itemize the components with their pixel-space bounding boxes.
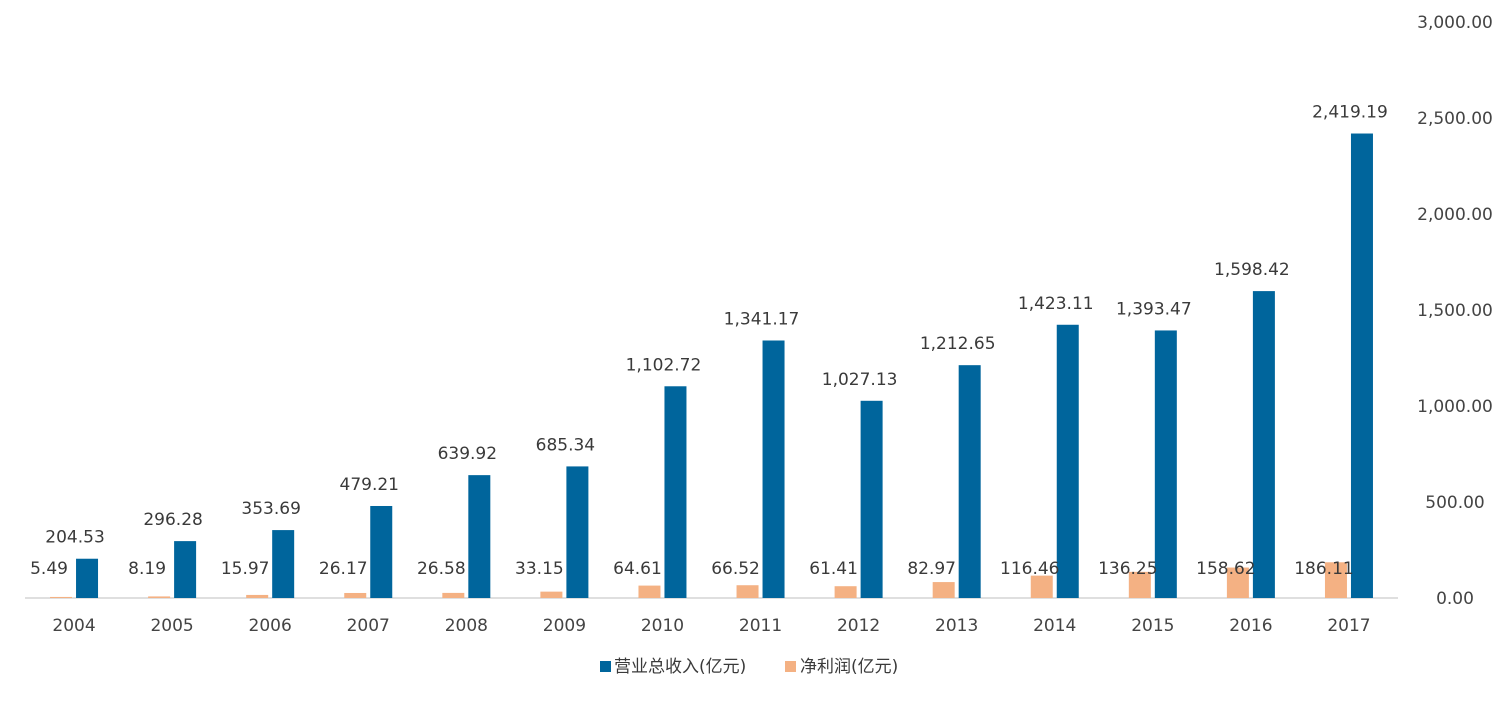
data-label-revenue: 296.28	[143, 510, 202, 530]
x-tick-label: 2011	[739, 616, 782, 636]
bar-revenue	[1351, 134, 1373, 598]
data-label-net-profit: 186.11	[1294, 559, 1353, 579]
bar-revenue	[566, 466, 588, 598]
legend-swatch-revenue	[600, 661, 611, 672]
y-tick-label: 500.00	[1425, 493, 1484, 513]
y-tick-label: 2,500.00	[1417, 109, 1493, 129]
data-label-net-profit: 26.58	[417, 559, 466, 579]
bar-revenue	[664, 386, 686, 598]
data-label-net-profit: 8.19	[128, 559, 166, 579]
bar-revenue	[1057, 325, 1079, 598]
data-label-revenue: 1,027.13	[822, 370, 898, 390]
data-label-net-profit: 26.17	[319, 559, 368, 579]
data-label-net-profit: 33.15	[515, 559, 564, 579]
data-label-net-profit: 136.25	[1098, 559, 1157, 579]
bar-revenue	[861, 401, 883, 598]
legend-label-revenue: 营业总收入(亿元)	[614, 657, 746, 677]
bars	[50, 134, 1373, 598]
x-tick-label: 2012	[837, 616, 880, 636]
data-label-net-profit: 15.97	[221, 559, 270, 579]
data-label-revenue: 204.53	[45, 528, 104, 548]
bar-net-profit	[835, 586, 857, 598]
data-label-revenue: 353.69	[241, 499, 300, 519]
data-label-net-profit: 61.41	[809, 559, 858, 579]
y-tick-label: 3,000.00	[1417, 13, 1493, 33]
bar-net-profit	[737, 585, 759, 598]
bar-net-profit	[442, 593, 464, 598]
data-label-revenue: 1,393.47	[1116, 299, 1192, 319]
data-label-net-profit: 158.62	[1196, 559, 1255, 579]
data-label-net-profit: 82.97	[907, 559, 956, 579]
x-tick-label: 2013	[935, 616, 978, 636]
legend-label-net-profit: 净利润(亿元)	[800, 657, 898, 677]
x-tick-label: 2006	[249, 616, 292, 636]
x-tick-label: 2010	[641, 616, 684, 636]
bar-revenue	[959, 365, 981, 598]
data-label-net-profit: 64.61	[613, 559, 662, 579]
bar-net-profit	[246, 595, 268, 598]
data-label-revenue: 639.92	[438, 444, 497, 464]
bar-net-profit	[50, 597, 72, 598]
bar-net-profit	[540, 592, 562, 598]
data-label-net-profit: 66.52	[711, 559, 760, 579]
bar-revenue	[174, 541, 196, 598]
y-tick-label: 0.00	[1436, 589, 1474, 609]
x-tick-label: 2015	[1131, 616, 1174, 636]
bar-net-profit	[344, 593, 366, 598]
bar-net-profit	[933, 582, 955, 598]
data-label-revenue: 685.34	[536, 435, 595, 455]
bar-revenue	[468, 475, 490, 598]
data-label-revenue: 1,212.65	[920, 334, 996, 354]
y-tick-label: 1,000.00	[1417, 397, 1493, 417]
data-label-revenue: 1,341.17	[724, 309, 800, 329]
data-label-revenue: 479.21	[340, 475, 399, 495]
x-tick-label: 2009	[543, 616, 586, 636]
x-tick-label: 2008	[445, 616, 488, 636]
data-label-revenue: 2,419.19	[1312, 103, 1388, 123]
bar-revenue	[272, 530, 294, 598]
bar-net-profit	[638, 586, 660, 598]
x-tick-label: 2004	[52, 616, 95, 636]
data-labels: 204.53 5.49 296.28 8.19 353.69 15.97 479.21 26.…	[30, 103, 1388, 579]
bar-revenue	[370, 506, 392, 598]
x-axis: 2004 2005 2006 2007 2008 2009 2010 2011 2012 2013…	[25, 598, 1398, 636]
x-tick-label: 2005	[150, 616, 193, 636]
bar-revenue	[76, 559, 98, 598]
legend: 营业总收入(亿元) 净利润(亿元)	[600, 657, 898, 677]
legend-swatch-net-profit	[785, 661, 796, 672]
x-tick-label: 2007	[347, 616, 390, 636]
x-tick-label: 2014	[1033, 616, 1076, 636]
bar-revenue	[1253, 291, 1275, 598]
y-tick-label: 2,000.00	[1417, 205, 1493, 225]
data-label-net-profit: 116.46	[1000, 559, 1059, 579]
bar-revenue	[1155, 330, 1177, 598]
x-tick-label: 2017	[1327, 616, 1370, 636]
data-label-revenue: 1,598.42	[1214, 260, 1290, 280]
x-tick-label: 2016	[1229, 616, 1272, 636]
bar-revenue	[763, 340, 785, 598]
data-label-revenue: 1,423.11	[1018, 294, 1094, 314]
data-label-revenue: 1,102.72	[626, 355, 702, 375]
data-label-net-profit: 5.49	[30, 559, 68, 579]
y-tick-label: 1,500.00	[1417, 301, 1493, 321]
y-axis: 0.00 500.00 1,000.00 1,500.00 2,000.00 2,500.…	[1417, 13, 1493, 609]
bar-net-profit	[148, 596, 170, 598]
